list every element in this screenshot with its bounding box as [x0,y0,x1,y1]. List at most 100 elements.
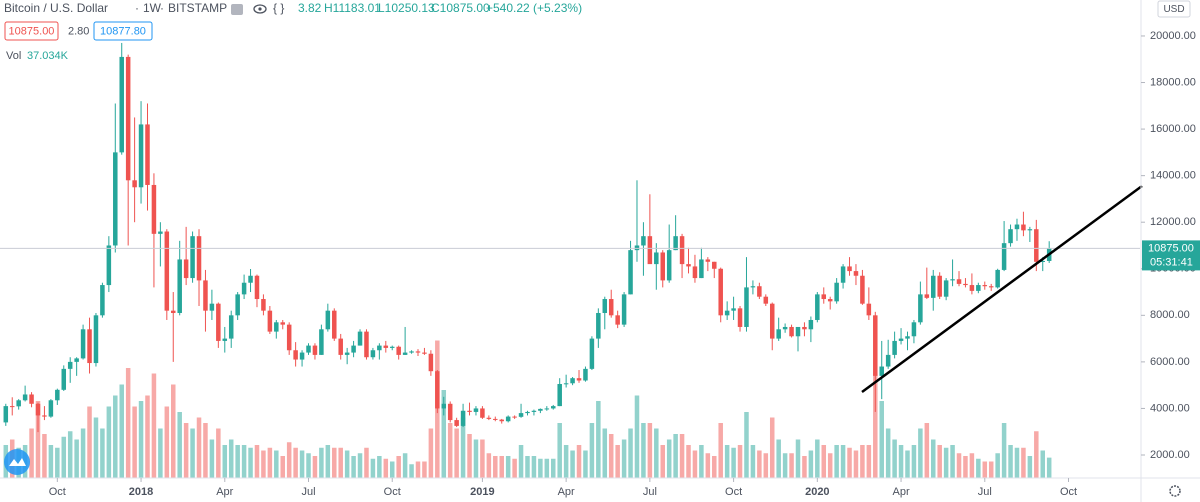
volume-bar [377,456,382,478]
candle-body [61,368,67,390]
volume-bar [286,442,292,478]
candle-body [171,310,176,313]
volume-bar [615,445,620,478]
volume-bar [963,456,968,478]
candle-body [447,403,453,421]
volume-bar [769,417,775,478]
candle-body [718,268,723,316]
toolbar-icon[interactable] [231,4,243,15]
volume-bar [344,450,350,478]
volume-bar [1008,445,1013,478]
candle-body [299,352,305,360]
candle-body [151,184,157,234]
settings-icon[interactable]: { } [273,1,284,15]
candle-body [344,352,350,355]
volume-bar [969,453,975,478]
volume-bar [280,456,285,478]
ask-box[interactable] [93,21,153,41]
eye-icon[interactable] [253,4,267,14]
volume-bar [789,453,794,478]
candle-body [596,312,601,339]
volume-bar [428,428,434,478]
volume-bar [267,447,273,478]
volume-bar [518,445,524,478]
volume-bar [712,456,717,478]
candle-body [100,285,105,316]
volume-bar [80,428,86,478]
candle-body [415,351,421,353]
candle-body [518,413,524,417]
separator: · [160,1,164,15]
candle-body [924,294,930,298]
candle-body [1027,229,1033,231]
logo[interactable] [4,449,30,475]
high-value: H11183.01 [324,1,381,15]
candle-body [293,350,298,360]
candle-body [306,345,311,353]
volume-bar [145,395,150,478]
low-value: L10250.13 [378,1,435,15]
volume-bar [106,406,112,478]
candle-body [125,56,131,181]
volume-bar [666,439,672,478]
volume-bar [718,423,723,478]
volume-bar [699,445,704,478]
candle-body [396,346,401,355]
spread: 2.80 [68,25,89,37]
countdown: 05:31:41 [1150,256,1193,268]
volume-bar [931,439,936,478]
volume-bar [132,406,137,478]
candle-body [106,245,112,286]
volume-bar [486,453,492,478]
candle-body [892,340,897,355]
volume-bar [589,423,595,478]
candle-body [183,259,189,279]
candle-body [1008,229,1013,244]
volume-bar [750,445,756,478]
trend-line [861,184,1143,394]
candle-body [87,329,92,364]
volume-bar [499,456,504,478]
candle-body [435,371,440,409]
candle-body [377,345,382,351]
volume-bar [840,445,846,478]
volume-bar [383,458,389,478]
volume-bar [235,445,240,478]
candle-body [937,275,942,297]
volume-bar [892,439,897,478]
eye-pupil [258,7,262,11]
candle-body [757,286,762,297]
bid-box[interactable] [4,21,59,41]
volume-bar [988,461,994,478]
x-tick-label: 2018 [129,486,153,498]
volume-bar [35,401,41,478]
candle-body [782,326,788,330]
volume-bar [943,447,949,478]
volume-bar [222,445,228,478]
volume-bar [1014,447,1020,478]
candle-body [666,250,672,281]
volume-bar [570,450,575,478]
candle-body [241,282,247,295]
candle-body [357,331,363,346]
candle-body [583,368,588,381]
change-value: +540.22 (+5.23%) [486,1,582,15]
candle-body [119,56,124,153]
candle-body [254,275,260,300]
candle-body [428,353,434,372]
volume-bar [1046,457,1052,478]
legend-toolbar[interactable]: { } [228,1,294,18]
candle-body [22,394,28,401]
volume-bar [731,447,736,478]
volume-bar [853,450,859,478]
volume-bar [338,447,343,478]
separator: · [135,1,139,15]
candle-body [544,408,550,410]
candle-body [42,415,47,417]
volume-bar [241,445,247,478]
candle-body [203,280,208,311]
settings-button[interactable] [1169,485,1181,497]
volume-bar [802,456,807,478]
currency-box[interactable] [1157,0,1191,18]
volume-bar [196,417,202,478]
